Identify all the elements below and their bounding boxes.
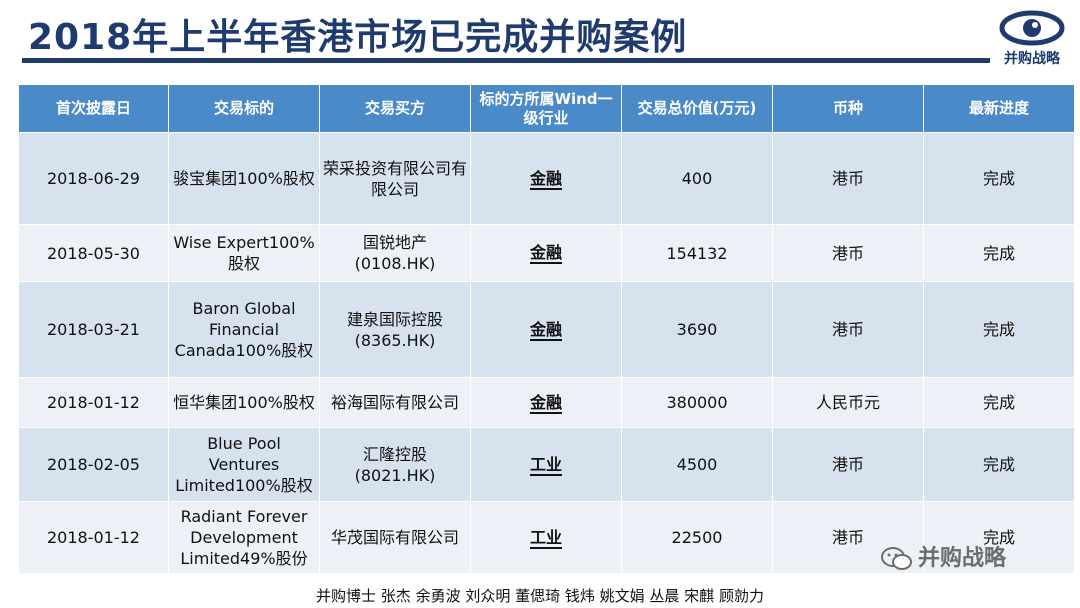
cell-industry: 工业 <box>470 427 622 502</box>
table-row: 2018-06-29 骏宝集团100%股权 荣采投资有限公司有限公司 金融 40… <box>18 132 1075 225</box>
cell-buyer: 华茂国际有限公司 <box>319 501 471 574</box>
header-disclosure-date: 首次披露日 <box>18 84 169 133</box>
cell-date: 2018-02-05 <box>18 427 169 502</box>
cell-target: 骏宝集团100%股权 <box>168 132 320 225</box>
cell-status: 完成 <box>923 377 1075 428</box>
cell-industry: 金融 <box>470 281 622 378</box>
table-row: 2018-01-12 Radiant Forever Development L… <box>18 501 1075 574</box>
table-row: 2018-05-30 Wise Expert100%股权 国锐地产(0108.H… <box>18 224 1075 282</box>
cell-value: 154132 <box>621 224 773 282</box>
cell-buyer: 汇隆控股(8021.HK) <box>319 427 471 502</box>
watermark-text: 并购战略 <box>918 546 1007 571</box>
cell-date: 2018-05-30 <box>18 224 169 282</box>
cell-date: 2018-03-21 <box>18 281 169 378</box>
cell-buyer: 国锐地产(0108.HK) <box>319 224 471 282</box>
cell-buyer: 裕海国际有限公司 <box>319 377 471 428</box>
cell-value: 3690 <box>621 281 773 378</box>
cell-currency: 港币 <box>772 281 924 378</box>
cell-industry: 金融 <box>470 224 622 282</box>
header-industry: 标的方所属Wind一级行业 <box>470 84 622 133</box>
cell-value: 4500 <box>621 427 773 502</box>
table-row: 2018-01-12 恒华集团100%股权 裕海国际有限公司 金融 380000… <box>18 377 1075 428</box>
table-header-row: 首次披露日 交易标的 交易买方 标的方所属Wind一级行业 交易总价值(万元) … <box>18 84 1075 133</box>
cell-buyer: 建泉国际控股(8365.HK) <box>319 281 471 378</box>
eye-logo-icon <box>999 10 1065 46</box>
cell-value: 22500 <box>621 501 773 574</box>
cell-date: 2018-01-12 <box>18 501 169 574</box>
mna-cases-table: 首次披露日 交易标的 交易买方 标的方所属Wind一级行业 交易总价值(万元) … <box>18 84 1075 574</box>
wechat-icon <box>881 547 912 570</box>
cell-status: 完成 <box>923 427 1075 502</box>
header-total-value: 交易总价值(万元) <box>621 84 773 133</box>
cell-industry: 金融 <box>470 377 622 428</box>
cell-date: 2018-06-29 <box>18 132 169 225</box>
cell-status: 完成 <box>923 281 1075 378</box>
cell-status: 完成 <box>923 224 1075 282</box>
header-target: 交易标的 <box>168 84 320 133</box>
cell-target: Baron Global Financial Canada100%股权 <box>168 281 320 378</box>
header-currency: 币种 <box>772 84 924 133</box>
cell-industry: 金融 <box>470 132 622 225</box>
logo-text: 并购战略 <box>1004 51 1060 67</box>
cell-buyer: 荣采投资有限公司有限公司 <box>319 132 471 225</box>
footer-authors: 并购博士 张杰 余勇波 刘众明 董偲琦 钱炜 姚文娟 丛晨 宋麒 顾勍力 <box>316 587 764 605</box>
cell-target: 恒华集团100%股权 <box>168 377 320 428</box>
cell-target: Wise Expert100%股权 <box>168 224 320 282</box>
page-title: 2018年上半年香港市场已完成并购案例 <box>28 17 688 58</box>
cell-value: 400 <box>621 132 773 225</box>
cell-date: 2018-01-12 <box>18 377 169 428</box>
cell-currency: 港币 <box>772 224 924 282</box>
cell-value: 380000 <box>621 377 773 428</box>
cell-currency: 港币 <box>772 132 924 225</box>
table-row: 2018-02-05 Blue Pool Ventures Limited100… <box>18 427 1075 502</box>
cell-target: Blue Pool Ventures Limited100%股权 <box>168 427 320 502</box>
cell-status: 完成 <box>923 501 1075 574</box>
header-buyer: 交易买方 <box>319 84 471 133</box>
cell-currency: 人民币元 <box>772 377 924 428</box>
title-underline <box>22 58 990 63</box>
cell-status: 完成 <box>923 132 1075 225</box>
header-status: 最新进度 <box>923 84 1075 133</box>
cell-target: Radiant Forever Development Limited49%股份 <box>168 501 320 574</box>
wechat-watermark: 并购战略 <box>880 540 1006 573</box>
cell-currency: 港币 <box>772 427 924 502</box>
cell-industry: 工业 <box>470 501 622 574</box>
table-row: 2018-03-21 Baron Global Financial Canada… <box>18 281 1075 378</box>
